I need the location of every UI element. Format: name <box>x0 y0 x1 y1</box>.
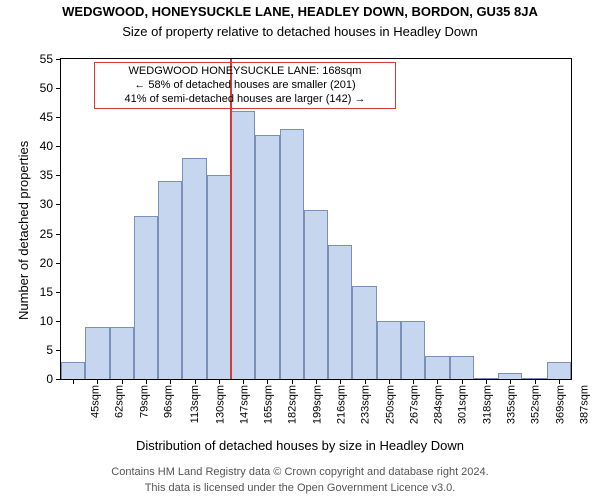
histogram-bar <box>231 111 255 379</box>
footer-line-2: This data is licensed under the Open Gov… <box>0 482 600 494</box>
x-tick <box>170 379 171 384</box>
y-tick-label: 40 <box>40 139 61 153</box>
x-tick-label: 130sqm <box>214 385 226 424</box>
histogram-bar <box>158 181 182 379</box>
x-tick-label: 301sqm <box>457 385 469 424</box>
x-tick <box>510 379 511 384</box>
footer-line-1: Contains HM Land Registry data © Crown c… <box>0 466 600 478</box>
x-tick-label: 45sqm <box>90 385 102 418</box>
x-tick <box>146 379 147 384</box>
y-tick-label: 55 <box>40 52 61 66</box>
histogram-bar <box>280 129 304 379</box>
x-tick <box>559 379 560 384</box>
y-tick-label: 45 <box>40 110 61 124</box>
histogram-bar <box>304 210 328 379</box>
y-tick-label: 0 <box>46 372 61 386</box>
histogram-bar <box>255 135 279 379</box>
x-tick <box>437 379 438 384</box>
x-tick-label: 267sqm <box>408 385 420 424</box>
annotation-line: WEDGWOOD HONEYSUCKLE LANE: 168sqm <box>99 65 391 79</box>
x-tick-label: 182sqm <box>287 385 299 424</box>
histogram-bar <box>134 216 158 379</box>
histogram-bar <box>450 356 474 379</box>
histogram-bar <box>328 245 352 379</box>
histogram-bar <box>401 321 425 379</box>
x-tick-label: 165sqm <box>263 385 275 424</box>
x-tick <box>389 379 390 384</box>
x-tick-label: 147sqm <box>238 385 250 424</box>
x-tick <box>243 379 244 384</box>
histogram-bar <box>85 327 109 379</box>
x-tick <box>267 379 268 384</box>
annotation-line: ← 58% of detached houses are smaller (20… <box>99 79 391 93</box>
chart-container: WEDGWOOD, HONEYSUCKLE LANE, HEADLEY DOWN… <box>0 0 600 500</box>
annotation-box: WEDGWOOD HONEYSUCKLE LANE: 168sqm← 58% o… <box>94 62 396 109</box>
x-tick <box>219 379 220 384</box>
y-axis-label: Number of detached properties <box>16 141 31 320</box>
histogram-bar <box>547 362 571 379</box>
chart-subtitle: Size of property relative to detached ho… <box>0 24 600 39</box>
chart-title: WEDGWOOD, HONEYSUCKLE LANE, HEADLEY DOWN… <box>0 4 600 19</box>
x-tick <box>413 379 414 384</box>
x-tick-label: 352sqm <box>530 385 542 424</box>
histogram-bar <box>377 321 401 379</box>
x-tick <box>97 379 98 384</box>
histogram-bar <box>61 362 85 379</box>
x-tick <box>122 379 123 384</box>
x-tick <box>292 379 293 384</box>
y-tick-label: 35 <box>40 168 61 182</box>
x-tick-label: 250sqm <box>384 385 396 424</box>
x-tick <box>316 379 317 384</box>
x-tick-label: 369sqm <box>554 385 566 424</box>
x-tick-label: 113sqm <box>189 385 201 423</box>
x-tick-label: 216sqm <box>336 385 348 424</box>
x-tick-label: 284sqm <box>433 385 445 424</box>
x-tick <box>535 379 536 384</box>
histogram-bar <box>182 158 206 379</box>
histogram-bar <box>352 286 376 379</box>
x-tick-label: 387sqm <box>578 385 590 424</box>
x-tick-label: 335sqm <box>506 385 518 424</box>
x-tick-label: 318sqm <box>481 385 493 424</box>
y-tick-label: 50 <box>40 81 61 95</box>
x-tick-label: 62sqm <box>114 385 126 418</box>
y-tick-label: 10 <box>40 314 61 328</box>
y-tick-label: 30 <box>40 197 61 211</box>
y-tick-label: 5 <box>46 343 61 357</box>
y-tick-label: 25 <box>40 227 61 241</box>
y-tick-label: 20 <box>40 256 61 270</box>
x-tick <box>486 379 487 384</box>
x-tick-label: 96sqm <box>163 385 175 418</box>
annotation-line: 41% of semi-detached houses are larger (… <box>99 93 391 107</box>
histogram-bar <box>425 356 449 379</box>
histogram-bar <box>110 327 134 379</box>
x-tick <box>462 379 463 384</box>
x-tick <box>195 379 196 384</box>
x-tick-label: 79sqm <box>138 385 150 418</box>
x-tick <box>365 379 366 384</box>
x-tick-label: 233sqm <box>360 385 372 424</box>
histogram-bar <box>207 175 231 379</box>
x-tick-label: 199sqm <box>311 385 323 424</box>
x-tick <box>73 379 74 384</box>
y-tick-label: 15 <box>40 285 61 299</box>
x-axis-label: Distribution of detached houses by size … <box>0 438 600 453</box>
x-tick <box>340 379 341 384</box>
